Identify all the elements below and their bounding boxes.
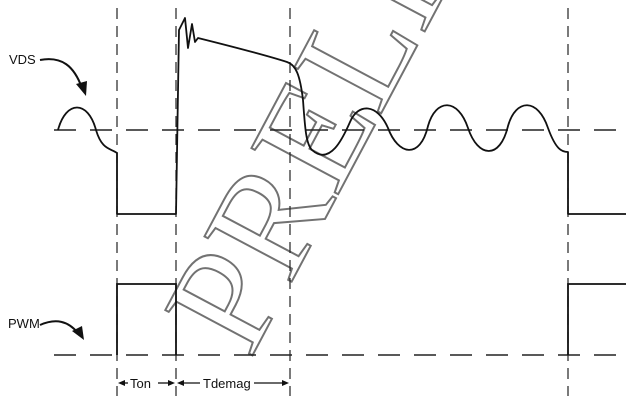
- pwm-pointer-arrow: [39, 320, 79, 334]
- pwm-waveform: [116, 283, 626, 355]
- tdemag-label: Tdemag: [203, 376, 251, 391]
- vds-pointer-arrowhead: [76, 81, 87, 96]
- watermark: PRELIMINARY: [132, 0, 631, 376]
- vds-waveform: [57, 17, 626, 215]
- vds-label: VDS: [9, 52, 36, 67]
- vds-label-group: VDS: [9, 52, 87, 96]
- svg-text:PRELIMINARY: PRELIMINARY: [133, 0, 631, 375]
- pwm-label-group: PWM: [8, 316, 84, 340]
- tdemag-interval: Tdemag: [177, 376, 289, 391]
- vds-pointer-arrow: [39, 58, 83, 89]
- ton-interval: Ton: [118, 376, 175, 391]
- ton-label: Ton: [130, 376, 151, 391]
- pwm-pointer-arrowhead: [72, 326, 84, 340]
- pwm-label: PWM: [8, 316, 40, 331]
